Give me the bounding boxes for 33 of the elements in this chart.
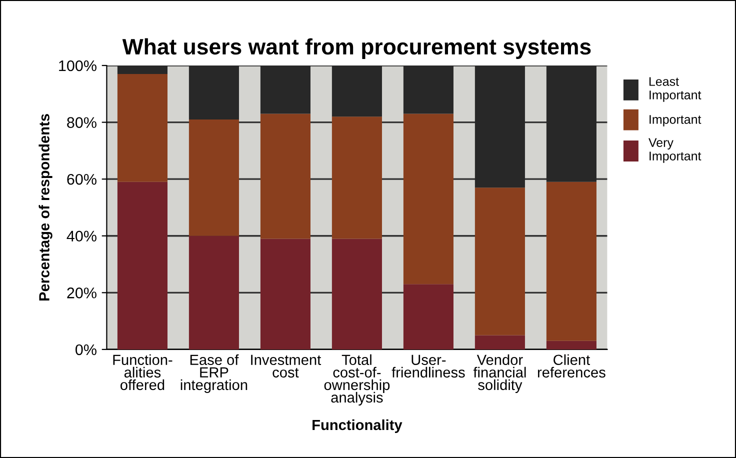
x-tick-label: Investment cost bbox=[251, 354, 322, 378]
bar bbox=[474, 335, 525, 350]
bar bbox=[260, 114, 310, 239]
y-tick-label: 40% bbox=[66, 230, 96, 242]
chart-title: What users want from procurement systems bbox=[122, 38, 591, 59]
y-axis-title: Percentage of respondents bbox=[38, 114, 52, 300]
bar bbox=[260, 238, 310, 350]
bar bbox=[188, 119, 239, 236]
bar bbox=[188, 236, 239, 350]
y-tick-label: 100% bbox=[59, 60, 96, 72]
bar bbox=[546, 182, 596, 341]
x-tick-label: Ease of ERP integration bbox=[180, 354, 248, 393]
legend-label: Least Important bbox=[649, 77, 702, 102]
x-tick-label: Function- alities offered bbox=[113, 354, 172, 390]
bar bbox=[403, 114, 454, 284]
x-axis-title: Functionality bbox=[312, 419, 402, 434]
y-tick-label: 80% bbox=[67, 117, 96, 128]
legend-label: Very Important bbox=[648, 138, 702, 163]
x-tick-label: User- friendliness bbox=[392, 354, 465, 378]
bar bbox=[332, 238, 382, 350]
bar bbox=[474, 188, 525, 336]
x-tick-label: Vendor financial solidity bbox=[473, 354, 526, 393]
bar bbox=[546, 340, 596, 350]
x-tick-label: Client references bbox=[538, 354, 606, 378]
bar bbox=[117, 74, 168, 182]
bar bbox=[117, 182, 168, 350]
y-tick-label: 0% bbox=[76, 344, 96, 356]
bar bbox=[403, 284, 454, 350]
legend-label: Important bbox=[650, 115, 702, 126]
y-tick-label: 60% bbox=[67, 174, 96, 185]
bar bbox=[332, 116, 382, 239]
x-tick-label: Total cost-of- ownership analysis bbox=[324, 354, 390, 406]
y-tick-label: 20% bbox=[67, 288, 96, 298]
